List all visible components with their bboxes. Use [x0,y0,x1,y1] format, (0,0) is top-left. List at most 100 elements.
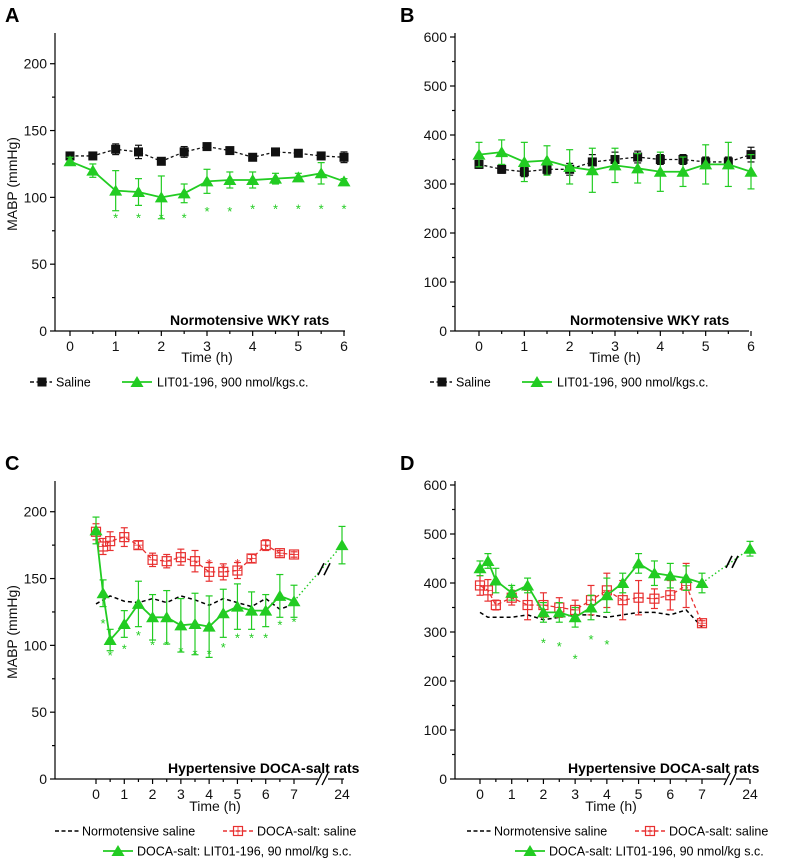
x-tick-label: 2 [157,338,165,354]
data-point [175,552,186,563]
legend-marker-lit [111,845,125,856]
y-tick-label: 300 [424,624,448,640]
significance-star: * [221,561,226,576]
data-point [248,152,258,162]
data-point [699,158,713,170]
data-point [744,165,758,177]
significance-star: * [263,631,268,646]
x-tick-label: 3 [203,338,211,354]
series-norm [479,609,703,628]
data-point [522,599,533,611]
panel-D: D 0 100 200 300 400 500 600 0 1 2 3 4 5 6 7 24 Time (h) Hy… [400,453,768,859]
data-point [633,592,644,603]
significance-star: * [249,631,254,646]
y-tick-label: 100 [24,637,48,653]
significance-star: * [319,201,324,216]
axis-break-mark [315,772,323,786]
data-point [291,171,305,183]
significance-star: * [604,637,609,652]
y-tick-label: 150 [24,123,48,139]
data-point [517,155,531,167]
significance-star: * [136,211,141,226]
significance-star: * [573,652,578,667]
x-tick-label: 4 [656,338,664,354]
x-tick-label: 0 [66,338,74,354]
legend-marker-doca [232,825,244,837]
data-point [293,148,303,158]
y-tick-label: 400 [424,575,448,591]
data-point [174,619,188,631]
data-point [179,147,189,157]
data-point [202,142,212,152]
y-tick-label: 200 [24,56,48,72]
y-tick-label: 600 [424,477,448,493]
data-point [117,617,131,629]
x-axis-title: Time (h) [589,349,641,365]
y-tick-label: 100 [424,274,448,290]
x-tick-label: 6 [340,338,348,354]
panel-A: A 0 50 100 150 200 0 1 2 3 4 5 6 Time (h) MABP (mmHg) N… [4,5,351,390]
data-point [246,173,260,185]
plot-break-mark [731,555,739,569]
legend: Saline LIT01-196, 900 nmol/kgs.c. [430,376,708,390]
significance-star: * [509,580,514,595]
data-point [223,173,237,185]
data-point [132,186,145,198]
data-point [86,164,100,176]
y-tick-label: 0 [439,323,447,339]
data-point [568,611,582,623]
data-point [472,148,486,160]
x-tick-label: 5 [702,338,710,354]
x-tick-label: 0 [475,338,483,354]
data-point [147,554,158,565]
legend: Normotensive saline DOCA-salt: saline DOCA… [467,825,768,859]
data-point [260,540,271,551]
significance-star: * [136,628,141,643]
data-point [133,540,144,551]
data-point [489,574,503,586]
y-tick-label: 500 [424,526,448,542]
panel-annotation: Hypertensive DOCA-salt rats [568,760,760,776]
x-tick-label: 1 [508,786,516,802]
y-tick-label: 0 [439,771,447,787]
data-point [665,590,676,601]
significance-star: * [291,615,296,630]
y-tick-label: 400 [424,127,448,143]
y-tick-label: 100 [424,722,448,738]
y-tick-label: 50 [31,256,47,272]
panel-B: B 0 100 200 300 400 500 600 0 1 2 3 4 5 6 Time (h) Normo… [400,5,758,390]
data-point [521,579,535,591]
data-point [161,556,172,567]
data-point [89,524,103,536]
data-point [316,151,326,161]
data-point [617,595,628,606]
significance-star: * [150,637,155,652]
data-point [335,539,349,551]
significance-star: * [273,201,278,216]
plot-break-mark [323,562,331,576]
y-tick-label: 150 [24,571,48,587]
data-point [482,585,494,596]
y-tick-label: 600 [424,29,448,45]
data-point [505,586,519,598]
data-point [103,634,117,646]
x-tick-label: 4 [249,338,257,354]
x-tick-label: 1 [120,786,128,802]
legend-label-lit: LIT01-196, 900 nmol/kgs.c. [157,376,308,390]
x-tick-label: 5 [635,786,643,802]
y-axis-title: MABP (mmHg) [4,137,20,231]
significance-star: * [113,211,118,226]
significance-star: * [296,201,301,216]
significance-star: * [204,204,209,219]
data-point [663,569,677,581]
data-point [676,165,690,177]
x-tick-label: 1 [112,338,120,354]
series-doca [90,523,300,582]
series-line [479,559,703,619]
y-tick-label: 100 [24,189,48,205]
data-point [649,593,660,604]
legend-marker-lit [530,376,544,387]
data-point [647,567,661,579]
panel-annotation: Normotensive WKY rats [570,312,729,328]
legend-marker-doca [644,825,656,837]
